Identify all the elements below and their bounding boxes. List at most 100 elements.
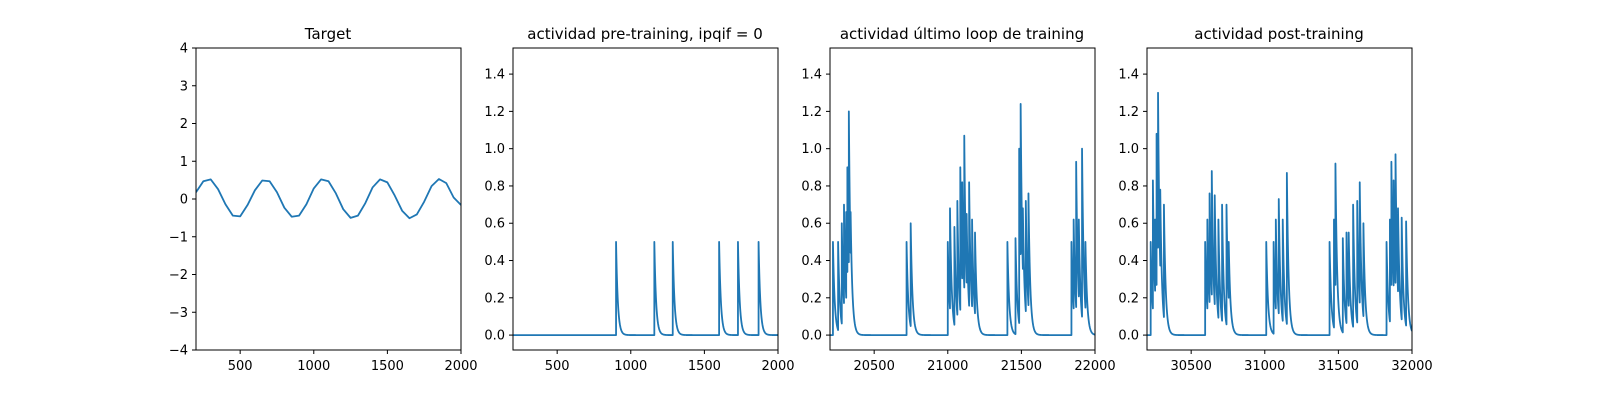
spike-point-27 [1028,193,1030,195]
spike-point-6 [848,111,850,113]
spike-point-1 [654,241,656,243]
spike-point-18 [1275,219,1277,221]
subplot-target: Target 500 1000 1500 2000 −4 −3 −2 −1 0 1 2 3 4 [169,25,478,374]
y-tick-label: 0.8 [1118,179,1139,194]
y-tick-label: 1.4 [1118,68,1139,83]
spike-point-24 [1335,163,1337,165]
subplot-target-plot-area: 500 1000 1500 2000 −4 −3 −2 −1 0 1 2 3 4 [169,42,478,375]
spike-point-12 [1218,219,1220,221]
series-line-0 [1147,91,1412,336]
spike-point-21 [1286,172,1288,174]
spike-point-19 [971,219,973,221]
spike-point-26 [1025,200,1027,202]
spike-point-20 [974,232,976,234]
spike-point-9 [910,222,912,224]
spike-point-11 [949,208,951,210]
x-tick-label: 500 [228,359,253,374]
x-tick-label: 1500 [371,359,404,374]
spike-point-5 [847,167,849,169]
subplot-post-training: actividad post-training 30500 31000 31500 3… [1118,25,1432,374]
spike-point-14 [1226,204,1228,206]
spike-point-15 [1228,241,1230,243]
spike-point-19 [1278,198,1280,200]
y-tick-label: 0.6 [484,217,505,232]
spike-point-26 [1346,232,1348,234]
spike-point-20 [1282,219,1284,221]
spike-point-8 [1207,219,1209,221]
spike-point-10 [1211,170,1213,172]
spike-point-35 [1393,180,1395,182]
x-tick-label: 1000 [614,359,647,374]
spike-point-31 [1078,219,1080,221]
spike-point-3 [718,241,720,243]
spike-point-29 [1356,200,1358,202]
x-tick-label: 30500 [1170,359,1211,374]
y-tick-label: 1.4 [484,68,505,83]
spike-point-13 [957,200,959,202]
spike-point-25 [1342,237,1344,239]
spike-point-9 [1209,193,1211,195]
x-tick-label: 21500 [1001,359,1042,374]
spike-point-17 [966,213,968,215]
subplot-post-training-title: actividad post-training [1194,25,1363,43]
spike-point-39 [1405,221,1407,223]
spike-point-30 [1075,161,1077,163]
x-tick-label: 2000 [761,359,794,374]
y-tick-label: 0.4 [801,254,822,269]
spike-point-0 [1150,241,1152,243]
y-tick-label: 0.4 [484,254,505,269]
axes-frame [829,47,1096,351]
y-tick-label: 1.2 [801,105,822,120]
spike-point-29 [1073,219,1075,221]
spike-point-17 [1273,241,1275,243]
spike-point-32 [1386,241,1388,243]
y-tick-label: 0.8 [484,179,505,194]
spike-point-4 [845,211,847,213]
spike-point-28 [1071,241,1073,243]
y-tick-label: 0.2 [484,291,505,306]
spike-point-31 [1363,222,1365,224]
y-tick-label: −2 [169,268,188,283]
y-tick-label: −3 [169,306,188,321]
subplot-last-training-loop-plot-area: 20500 21000 21500 22000 0.0 0.2 0.4 0.6 0.8 1.0 1.… [801,47,1116,374]
spike-point-28 [1352,204,1354,206]
x-tick-label: 31000 [1244,359,1285,374]
subplot-pre-training-title: actividad pre-training, ipqif = 0 [527,25,763,43]
spike-point-1 [837,241,839,243]
x-tick-label: 21000 [927,359,968,374]
spike-point-1 [1152,180,1154,182]
spike-point-34 [1391,161,1393,163]
spike-point-6 [1163,204,1165,206]
spike-point-12 [954,226,956,228]
spike-point-23 [1018,148,1020,150]
y-tick-label: 0.8 [801,179,822,194]
axes-frame [195,47,462,351]
y-tick-label: 1.0 [1118,142,1139,157]
y-tick-label: 1.4 [801,68,822,83]
series-line-0 [513,240,778,336]
y-tick-label: 3 [180,79,188,94]
spike-point-0 [832,241,834,243]
y-tick-label: 0 [180,193,188,208]
spike-point-32 [1081,148,1083,150]
spike-point-3 [1156,133,1158,135]
series-line-0 [196,178,461,220]
subplot-pre-training-plot-area: 500 1000 1500 2000 0.0 0.2 0.4 0.6 0.8 1.0 1.2 1.4 [484,47,795,374]
spike-point-7 [850,211,852,213]
x-tick-label: 1000 [297,359,330,374]
spike-point-16 [1265,241,1267,243]
x-tick-label: 32000 [1391,359,1432,374]
spike-point-4 [737,241,739,243]
subplot-last-training-loop-title: actividad último loop de training [840,25,1084,43]
spike-point-33 [1389,219,1391,221]
spike-point-0 [615,241,617,243]
y-tick-label: 4 [180,42,188,57]
x-tick-label: 22000 [1074,359,1115,374]
y-tick-label: 0.2 [801,291,822,306]
y-tick-label: 1.0 [801,142,822,157]
spike-point-2 [841,222,843,224]
spike-point-2 [672,241,674,243]
spike-point-13 [1221,204,1223,206]
y-tick-label: −1 [169,230,188,245]
